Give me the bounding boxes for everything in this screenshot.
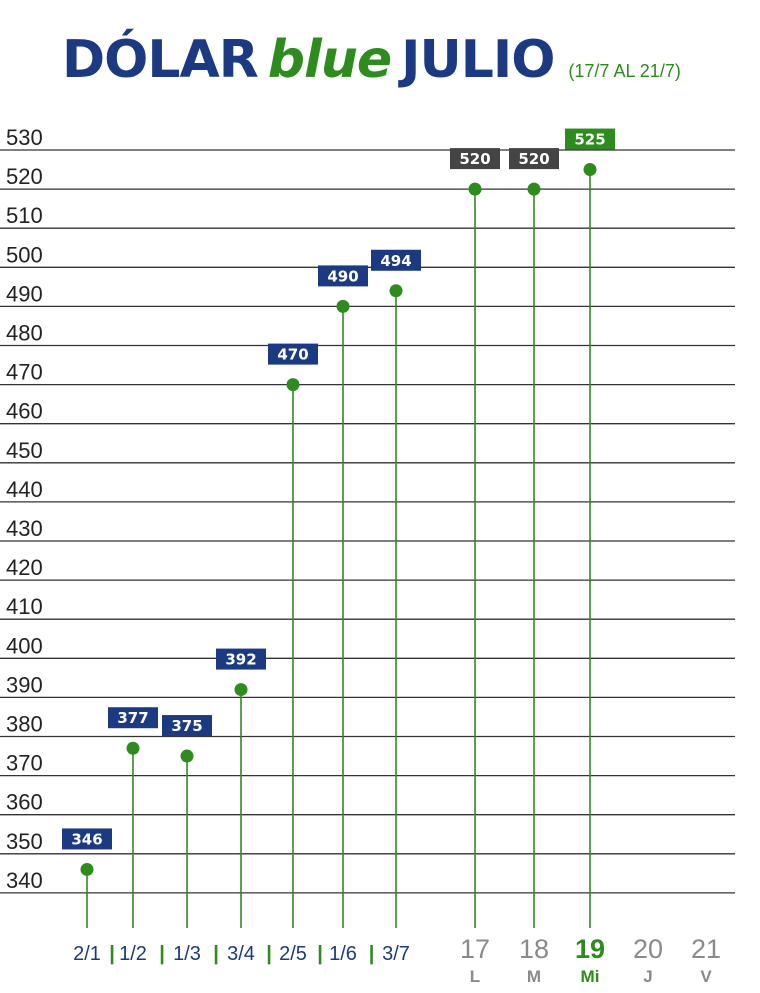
y-tick-label: 350 <box>6 829 43 854</box>
x-tick-label: 21 <box>691 934 721 964</box>
y-tick-label: 340 <box>6 868 43 893</box>
x-tick-label: 1/2 <box>119 943 147 965</box>
value-label: 470 <box>277 346 308 364</box>
value-label-box <box>162 715 212 737</box>
y-tick-label: 460 <box>6 399 43 424</box>
data-point <box>389 284 403 298</box>
x-tick-label: 1/3 <box>173 943 201 965</box>
value-label: 375 <box>171 717 202 735</box>
y-tick-label: 510 <box>6 203 43 228</box>
value-label: 494 <box>380 252 411 270</box>
x-tick-label: 17 <box>460 934 490 964</box>
x-label-separator: | <box>159 943 165 965</box>
x-tick-label: 2/5 <box>279 943 307 965</box>
data-point <box>468 182 482 196</box>
x-label-separator: | <box>369 943 375 965</box>
y-tick-label: 410 <box>6 594 43 619</box>
value-label-box <box>318 265 368 287</box>
value-label-box <box>371 249 421 271</box>
value-label-box <box>62 828 112 850</box>
value-label-box <box>565 128 615 150</box>
x-tick-label: 20 <box>633 934 663 964</box>
value-label: 377 <box>117 709 148 727</box>
data-point <box>583 163 597 177</box>
value-label-box <box>216 648 266 670</box>
value-label: 490 <box>327 267 358 285</box>
x-tick-label: 18 <box>519 934 549 964</box>
value-label-box <box>108 707 158 729</box>
value-label-box <box>268 343 318 365</box>
y-tick-label: 370 <box>6 751 43 776</box>
x-tick-label: 2/1 <box>73 943 101 965</box>
title-dolar: DÓLAR <box>62 30 259 90</box>
title-julio: JULIO <box>401 30 555 90</box>
y-tick-label: 500 <box>6 242 43 267</box>
x-label-separator: | <box>266 943 272 965</box>
value-label: 525 <box>574 131 605 149</box>
x-day-label: L <box>470 967 480 986</box>
data-point <box>126 741 140 755</box>
data-point <box>527 182 541 196</box>
value-label: 520 <box>518 150 549 168</box>
value-label-box <box>509 148 559 170</box>
x-day-label: V <box>700 967 712 986</box>
y-tick-label: 490 <box>6 281 43 306</box>
value-label: 392 <box>225 651 256 669</box>
y-tick-label: 450 <box>6 438 43 463</box>
x-tick-label: 3/4 <box>227 943 255 965</box>
value-label: 346 <box>71 830 102 848</box>
data-point <box>336 299 350 313</box>
x-label-separator: | <box>317 943 323 965</box>
x-tick-label: 3/7 <box>382 943 410 965</box>
y-tick-label: 380 <box>6 712 43 737</box>
chart-subtitle: (17/7 AL 21/7) <box>568 61 681 81</box>
title-blue: blue <box>267 30 392 90</box>
data-point <box>286 378 300 392</box>
y-tick-label: 470 <box>6 360 43 385</box>
x-label-separator: | <box>109 943 115 965</box>
x-tick-label: 19 <box>575 934 605 964</box>
y-tick-label: 360 <box>6 790 43 815</box>
y-tick-label: 400 <box>6 633 43 658</box>
data-point <box>234 683 248 697</box>
x-day-label: J <box>643 967 652 986</box>
y-tick-label: 440 <box>6 477 43 502</box>
y-tick-label: 530 <box>6 125 43 150</box>
x-label-separator: | <box>213 943 219 965</box>
x-day-label: M <box>527 967 541 986</box>
x-day-label: Mi <box>581 967 600 986</box>
y-tick-label: 390 <box>6 672 43 697</box>
chart-title: DÓLAR blue JULIO (17/7 AL 21/7) <box>62 30 681 110</box>
y-tick-label: 520 <box>6 164 43 189</box>
y-tick-label: 420 <box>6 555 43 580</box>
x-tick-label: 1/6 <box>329 943 357 965</box>
value-label: 520 <box>459 150 490 168</box>
y-tick-label: 480 <box>6 321 43 346</box>
y-tick-label: 430 <box>6 516 43 541</box>
data-point <box>80 862 94 876</box>
value-label-box <box>450 148 500 170</box>
data-point <box>180 749 194 763</box>
